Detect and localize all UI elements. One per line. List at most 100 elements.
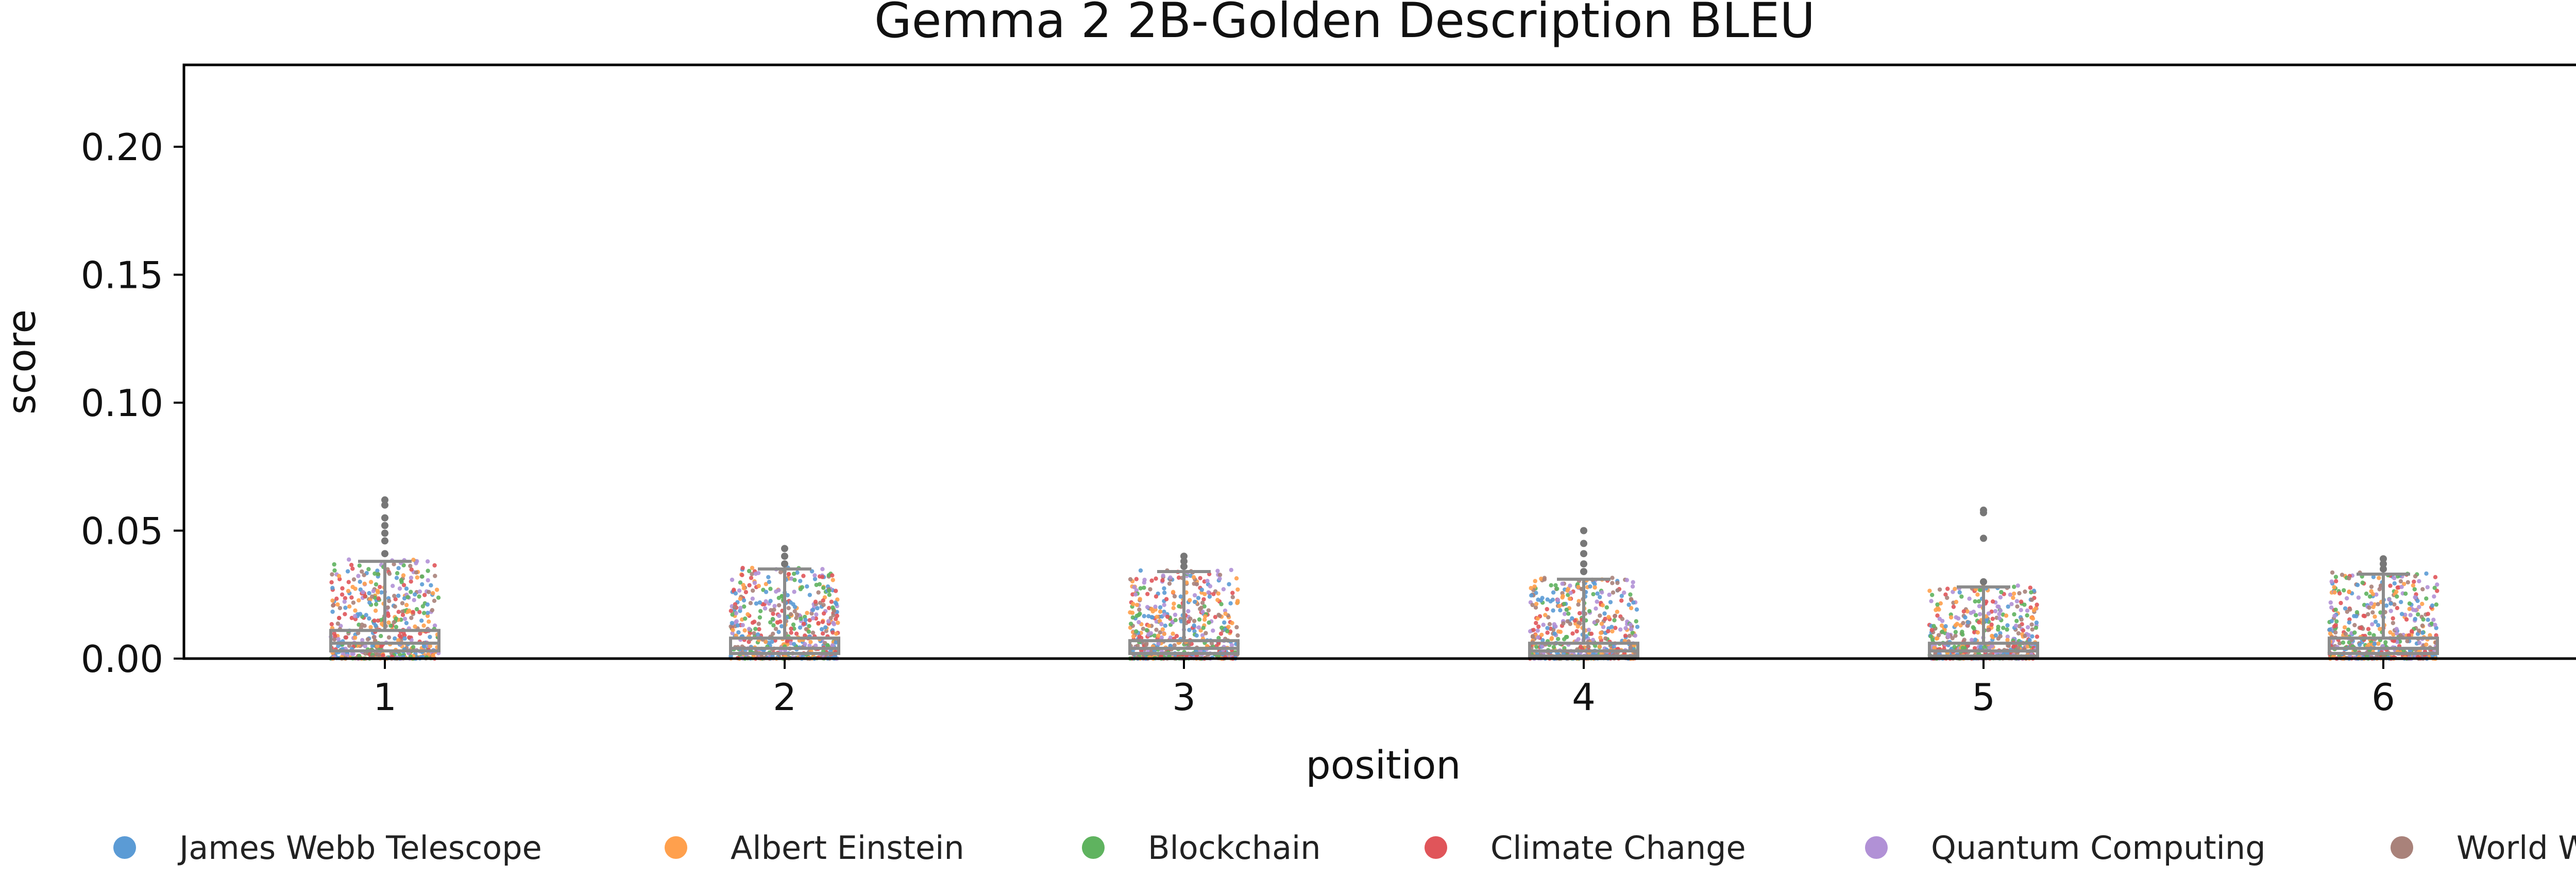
strip-point bbox=[1540, 638, 1545, 643]
strip-point bbox=[329, 622, 334, 627]
legend-item: World War II bbox=[2391, 817, 2576, 878]
strip-point bbox=[394, 625, 399, 629]
strip-point bbox=[1130, 615, 1135, 620]
x-tick-label: 3 bbox=[1172, 676, 1196, 719]
strip-point bbox=[1154, 576, 1158, 581]
strip-point bbox=[1598, 613, 1602, 618]
strip-point bbox=[1159, 635, 1164, 640]
strip-point bbox=[2412, 587, 2417, 592]
strip-point bbox=[2394, 627, 2399, 631]
strip-point bbox=[1565, 619, 1570, 624]
strip-point bbox=[2342, 625, 2347, 630]
strip-point bbox=[1215, 598, 1220, 602]
strip-point bbox=[1197, 617, 1202, 622]
strip-point bbox=[2388, 601, 2393, 606]
strip-point bbox=[1539, 576, 1544, 581]
strip-point bbox=[1144, 643, 1149, 647]
strip-point bbox=[1168, 635, 1173, 640]
strip-point bbox=[743, 590, 749, 595]
strip-point bbox=[798, 579, 803, 583]
strip-point bbox=[429, 583, 433, 588]
strip-point bbox=[730, 612, 735, 617]
legend-item: Blockchain bbox=[1082, 817, 1321, 878]
box-outlier bbox=[1180, 553, 1188, 560]
strip-point bbox=[411, 558, 416, 562]
strip-point bbox=[1613, 613, 1618, 618]
box-outlier bbox=[1980, 534, 1987, 542]
strip-point bbox=[1936, 633, 1941, 637]
strip-point bbox=[732, 605, 737, 610]
strip-point bbox=[1997, 612, 2002, 616]
strip-point bbox=[2388, 630, 2393, 635]
strip-point bbox=[2411, 583, 2416, 588]
strip-point bbox=[1542, 577, 1547, 582]
strip-point bbox=[377, 652, 381, 658]
strip-point bbox=[1162, 612, 1167, 617]
strip-point bbox=[1973, 637, 1978, 642]
strip-point bbox=[768, 620, 773, 625]
strip-point bbox=[1592, 585, 1597, 590]
strip-point bbox=[2352, 630, 2357, 635]
strip-point bbox=[770, 640, 774, 644]
strip-point bbox=[1967, 596, 1972, 601]
strip-point bbox=[428, 634, 432, 640]
strip-point bbox=[2343, 606, 2348, 611]
strip-point bbox=[432, 623, 437, 628]
strip-point bbox=[1154, 594, 1159, 599]
strip-point bbox=[350, 566, 355, 571]
strip-point bbox=[335, 621, 341, 626]
strip-point bbox=[426, 578, 430, 583]
strip-point bbox=[1538, 598, 1544, 603]
strip-point bbox=[817, 582, 822, 586]
legend-item: Albert Einstein bbox=[665, 817, 964, 878]
strip-point bbox=[396, 593, 401, 598]
strip-point bbox=[791, 622, 796, 627]
strip-point bbox=[820, 631, 825, 636]
strip-point bbox=[774, 589, 778, 594]
strip-point bbox=[411, 645, 416, 649]
strip-point bbox=[374, 582, 379, 587]
strip-point bbox=[789, 626, 793, 631]
box-outlier bbox=[381, 522, 388, 529]
strip-point bbox=[1130, 592, 1135, 597]
strip-point bbox=[1998, 631, 2003, 635]
strip-point bbox=[778, 570, 783, 575]
strip-point bbox=[2392, 602, 2397, 607]
strip-point bbox=[2005, 634, 2010, 639]
strip-point bbox=[2019, 608, 2023, 613]
strip-point bbox=[1545, 607, 1549, 612]
strip-point bbox=[1598, 635, 1603, 640]
strip-point bbox=[419, 618, 424, 623]
strip-point bbox=[2432, 594, 2436, 599]
strip-point bbox=[1550, 597, 1555, 602]
strip-point bbox=[750, 620, 755, 625]
strip-point bbox=[1534, 601, 1539, 607]
strip-point bbox=[2426, 612, 2430, 616]
strip-point bbox=[2434, 602, 2439, 607]
box-outlier bbox=[381, 514, 388, 522]
strip-point bbox=[2332, 624, 2337, 629]
strip-point bbox=[2029, 622, 2034, 627]
strip-point bbox=[1549, 583, 1553, 588]
strip-point bbox=[2359, 626, 2363, 630]
box-outlier bbox=[1580, 560, 1587, 568]
strip-point bbox=[1568, 622, 1572, 626]
strip-point bbox=[2014, 618, 2019, 624]
legend-label: World War II bbox=[2456, 829, 2576, 867]
y-tick-label: 0.10 bbox=[81, 382, 163, 425]
strip-point bbox=[1957, 590, 1962, 595]
strip-point bbox=[1561, 621, 1566, 626]
strip-point bbox=[350, 651, 354, 657]
strip-point bbox=[409, 575, 414, 580]
strip-point bbox=[1574, 629, 1579, 634]
strip-point bbox=[2004, 613, 2009, 618]
strip-point bbox=[425, 602, 430, 607]
strip-point bbox=[2354, 610, 2360, 615]
strip-point bbox=[809, 611, 814, 616]
strip-point bbox=[825, 643, 830, 648]
strip-point bbox=[820, 619, 825, 625]
strip-point bbox=[735, 623, 740, 628]
strip-point bbox=[414, 570, 419, 575]
strip-point bbox=[2384, 603, 2389, 608]
strip-point bbox=[409, 615, 414, 620]
